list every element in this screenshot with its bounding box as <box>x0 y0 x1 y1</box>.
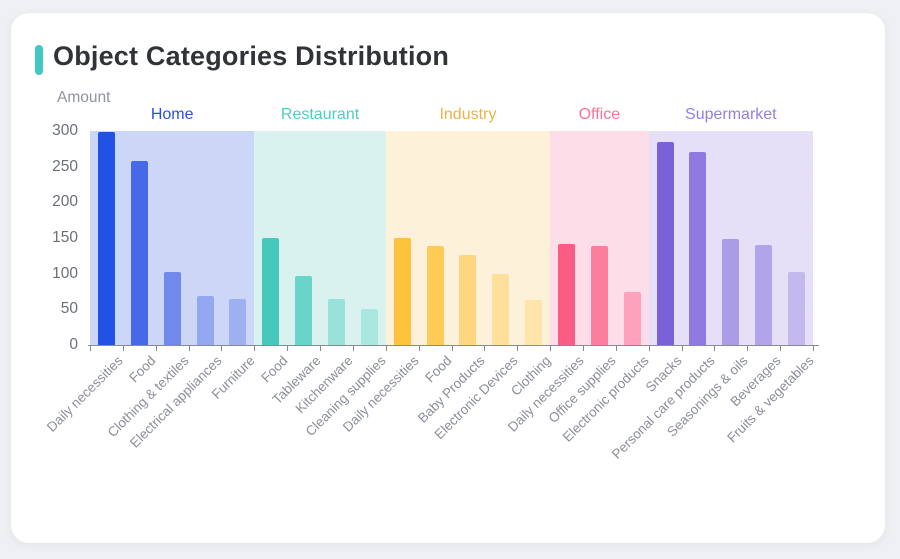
x-axis-tick <box>681 346 683 351</box>
bar-office-supplies[interactable] <box>590 245 608 345</box>
bar-daily-necessities[interactable] <box>393 238 411 345</box>
x-axis-tick <box>714 346 716 351</box>
x-axis-tick <box>780 346 782 351</box>
right-axis-tick <box>808 201 813 204</box>
y-tick-label: 50 <box>60 300 78 318</box>
right-axis-tick <box>808 237 813 239</box>
bar-food[interactable] <box>426 245 444 345</box>
y-tick-label: 250 <box>52 157 78 175</box>
y-tick-label: 200 <box>52 193 78 211</box>
bar-snacks[interactable] <box>656 141 674 345</box>
right-axis-tick <box>808 272 813 275</box>
y-tick-label: 100 <box>52 264 78 282</box>
x-axis-tick <box>550 346 552 351</box>
bar-personal-care-products[interactable] <box>689 151 707 345</box>
x-axis-line <box>88 345 819 346</box>
bar-electronic-products[interactable] <box>623 291 641 345</box>
bar-electrical-appliances[interactable] <box>196 295 214 345</box>
chart-area: Home Daily necessities Food Clothing & text… <box>11 13 885 543</box>
group-label-office: Office <box>578 106 621 123</box>
bar-fruits-vegetables[interactable] <box>788 272 806 345</box>
x-axis-tick <box>254 346 256 351</box>
right-axis-tick <box>808 165 813 168</box>
y-tick-label: 150 <box>52 229 78 246</box>
x-axis-tick <box>155 346 157 351</box>
bar-furniture[interactable] <box>229 299 247 345</box>
x-axis-tick <box>352 346 354 351</box>
x-axis-tick <box>582 346 584 351</box>
x-axis-tick <box>813 346 814 351</box>
x-axis-tick <box>287 346 289 351</box>
y-axis-title: Amount <box>57 89 111 106</box>
right-axis-tick <box>808 308 813 311</box>
bar-seasonings-oils[interactable] <box>722 239 740 345</box>
bar-clothing[interactable] <box>525 300 543 345</box>
chart-title: Object Categories Distribution <box>53 41 450 71</box>
group-label-home: Home <box>150 106 194 123</box>
x-axis-tick <box>188 346 190 351</box>
x-axis-tick <box>484 346 486 351</box>
x-axis-tick <box>221 346 223 351</box>
x-axis-tick <box>517 346 519 351</box>
bar-clothing-textiles[interactable] <box>163 271 181 345</box>
y-tick-label: 300 <box>52 122 78 139</box>
x-axis-tick <box>451 346 453 351</box>
bar-electronic-devices[interactable] <box>492 274 510 345</box>
x-axis-tick <box>90 346 91 351</box>
group-label-industry: Industry <box>439 106 497 123</box>
x-axis-tick <box>320 346 322 351</box>
bar-food[interactable] <box>130 160 148 345</box>
bar-baby-products[interactable] <box>459 255 477 345</box>
title-accent-bar <box>35 45 43 75</box>
y-tick-label: 0 <box>69 336 78 353</box>
bar-tableware[interactable] <box>295 275 313 345</box>
bar-cleaning-supplies[interactable] <box>360 309 378 345</box>
bar-food[interactable] <box>262 238 280 345</box>
x-axis-tick <box>418 346 420 351</box>
chart-card: Object Categories Distribution Amount Ho… <box>11 13 885 543</box>
x-axis-tick <box>648 346 650 351</box>
bar-beverages[interactable] <box>755 245 773 345</box>
bar-daily-necessities[interactable] <box>97 132 115 345</box>
x-axis-tick <box>122 346 124 351</box>
group-label-supermarket: Supermarket <box>685 106 777 123</box>
x-axis-tick <box>615 346 617 351</box>
group-label-restaurant: Restaurant <box>280 106 360 123</box>
bar-daily-necessities[interactable] <box>558 243 576 345</box>
bar-kitchenware[interactable] <box>327 298 345 345</box>
x-axis-tick <box>385 346 387 351</box>
x-axis-tick <box>747 346 749 351</box>
